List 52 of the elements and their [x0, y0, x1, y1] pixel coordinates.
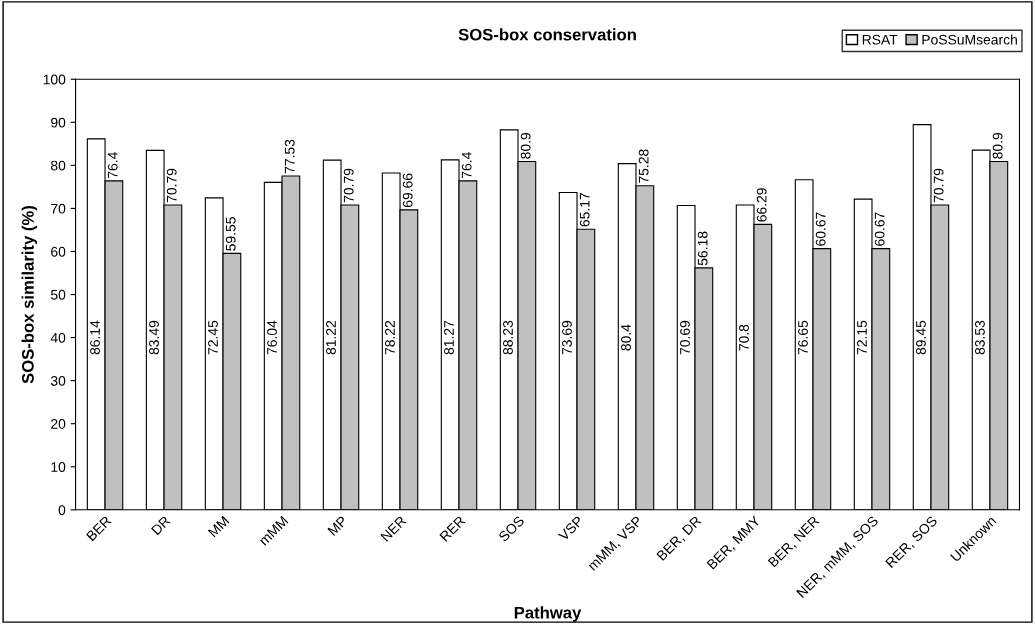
data-label: 76.04 — [267, 320, 277, 355]
data-label: 70.69 — [680, 320, 690, 355]
data-label: 56.18 — [697, 231, 708, 266]
data-label: 59.55 — [225, 217, 236, 251]
y-tick-label: 20 — [51, 419, 66, 429]
y-tick-label: 70 — [51, 203, 66, 214]
data-label: 70.8 — [739, 324, 749, 351]
data-label: 80.4 — [621, 324, 631, 351]
y-tick-label: 100 — [43, 74, 66, 85]
data-label: 70.79 — [343, 168, 354, 203]
data-label: 66.29 — [756, 188, 767, 222]
y-tick-label: 60 — [51, 246, 66, 257]
data-label: 81.27 — [444, 320, 454, 355]
y-tick-label: 80 — [50, 160, 66, 171]
data-label: 78.22 — [385, 320, 395, 355]
x-tick-label: MP — [327, 515, 348, 536]
data-label: 69.66 — [402, 173, 413, 208]
data-label: 76.65 — [798, 320, 808, 355]
data-label: 83.53 — [975, 320, 985, 355]
chart-title: SOS-box conservation — [458, 28, 636, 41]
data-label: 60.67 — [815, 212, 826, 246]
data-label: 80.9 — [992, 132, 1003, 159]
data-label: 65.17 — [579, 193, 590, 227]
data-label: 83.49 — [149, 320, 159, 355]
data-label: 80.9 — [520, 132, 531, 159]
legend-label: PoSSuMsearch — [922, 34, 1017, 45]
x-tick-label: DR — [151, 515, 171, 536]
data-label: 76.4 — [461, 152, 472, 178]
data-label: 81.22 — [326, 320, 336, 355]
x-axis-title: Pathway — [514, 606, 582, 622]
data-label: 76.4 — [107, 152, 118, 178]
data-label: 72.45 — [208, 320, 218, 355]
data-label: 89.45 — [916, 320, 926, 355]
data-label: 70.79 — [933, 168, 944, 203]
data-label: 72.15 — [857, 320, 867, 355]
y-tick-label: 10 — [51, 462, 66, 472]
data-label: 70.79 — [166, 168, 177, 203]
y-tick-label: 40 — [50, 332, 66, 343]
data-label: 75.28 — [638, 149, 649, 183]
data-label: 88.23 — [503, 320, 513, 355]
data-label: 73.69 — [562, 320, 572, 355]
y-tick-label: 90 — [51, 117, 66, 128]
y-tick-label: 50 — [50, 289, 66, 300]
y-tick-label: 0 — [58, 505, 66, 515]
data-label: 77.53 — [284, 139, 295, 174]
y-tick-label: 30 — [50, 375, 66, 386]
legend-label: RSAT — [862, 34, 898, 45]
x-tick-label: MM — [207, 515, 230, 538]
data-label: 86.14 — [90, 320, 100, 355]
x-tick-label: VSP — [557, 515, 584, 542]
y-axis-title: SOS-box similarity (%) — [21, 205, 38, 384]
data-label: 60.67 — [874, 212, 885, 246]
